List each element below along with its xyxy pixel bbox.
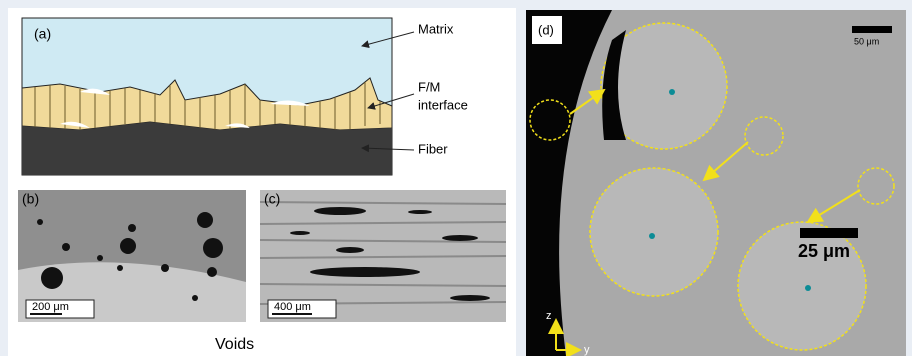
panel-d xyxy=(526,10,906,356)
caption: Voids xyxy=(215,336,254,353)
scale-label: 25 μm xyxy=(798,241,850,261)
fiber-label: Fiber xyxy=(418,141,448,156)
interface-label: F/M xyxy=(418,79,440,94)
axis-label: y xyxy=(584,344,590,356)
fiber-region xyxy=(22,122,392,175)
panel-label: (d) xyxy=(538,22,554,37)
scale-label: 50 μm xyxy=(854,36,879,46)
panel-label: (b) xyxy=(22,191,39,207)
matrix-label: Matrix xyxy=(418,21,454,36)
scale-label: 400 μm xyxy=(274,301,311,313)
axis-label: z xyxy=(546,310,552,322)
scale-label: 200 μm xyxy=(32,301,69,313)
panel-label: (c) xyxy=(264,191,280,207)
figure: (a) Matrix F/M interface Fiber (b) 200 μ… xyxy=(0,0,912,356)
interface-label: interface xyxy=(418,97,468,112)
panel-label: (a) xyxy=(34,26,51,42)
